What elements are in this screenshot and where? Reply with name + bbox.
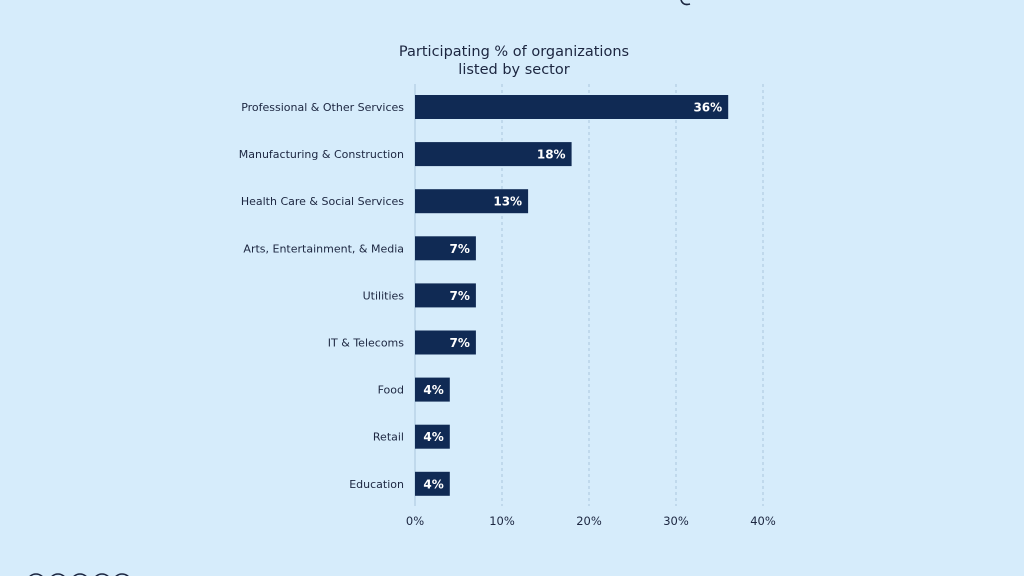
top-decoration-icon (680, 0, 691, 6)
bar (415, 189, 529, 214)
bottom-decoration-icon (29, 573, 129, 576)
category-label: Arts, Entertainment, & Media (243, 242, 404, 255)
value-label: 4% (423, 477, 443, 491)
chart-title-line-2: listed by sector (458, 62, 569, 78)
x-tick-label: 0% (406, 514, 424, 528)
x-tick-label: 40% (750, 514, 776, 528)
value-label: 18% (537, 148, 566, 162)
value-label: 7% (450, 289, 470, 303)
category-label: Education (349, 478, 404, 491)
value-label: 4% (423, 430, 443, 444)
chart-title: Participating % of organizations listed … (399, 44, 629, 78)
category-label: Food (378, 384, 404, 397)
bar (415, 330, 476, 355)
bar (415, 424, 450, 449)
x-axis-tick-labels: 0% 10% 20% 30% 40% (406, 514, 776, 528)
x-tick-label: 10% (489, 514, 515, 528)
value-label: 7% (450, 242, 470, 256)
x-tick-label: 30% (663, 514, 689, 528)
category-label: Retail (373, 431, 404, 444)
category-label: Manufacturing & Construction (239, 148, 404, 161)
value-label: 36% (693, 101, 722, 115)
value-label: 4% (423, 383, 443, 397)
category-label: IT & Telecoms (328, 337, 404, 350)
chart-title-line-1: Participating % of organizations (399, 44, 629, 60)
category-labels: Professional & Other Services Manufacturi… (239, 101, 405, 491)
category-label: Health Care & Social Services (241, 195, 404, 208)
bar (415, 471, 450, 496)
bar (415, 95, 729, 119)
x-tick-label: 20% (576, 514, 602, 528)
bar (415, 377, 450, 402)
bar (415, 283, 476, 308)
category-label: Utilities (363, 289, 405, 302)
category-label: Professional & Other Services (241, 101, 404, 114)
bar (415, 142, 572, 167)
value-label: 7% (450, 336, 470, 350)
value-labels: 36% 18% 13% 7% 7% 7% 4% 4% 4% (423, 101, 722, 492)
bar (415, 236, 476, 261)
bars (415, 95, 729, 496)
value-label: 13% (493, 195, 522, 209)
